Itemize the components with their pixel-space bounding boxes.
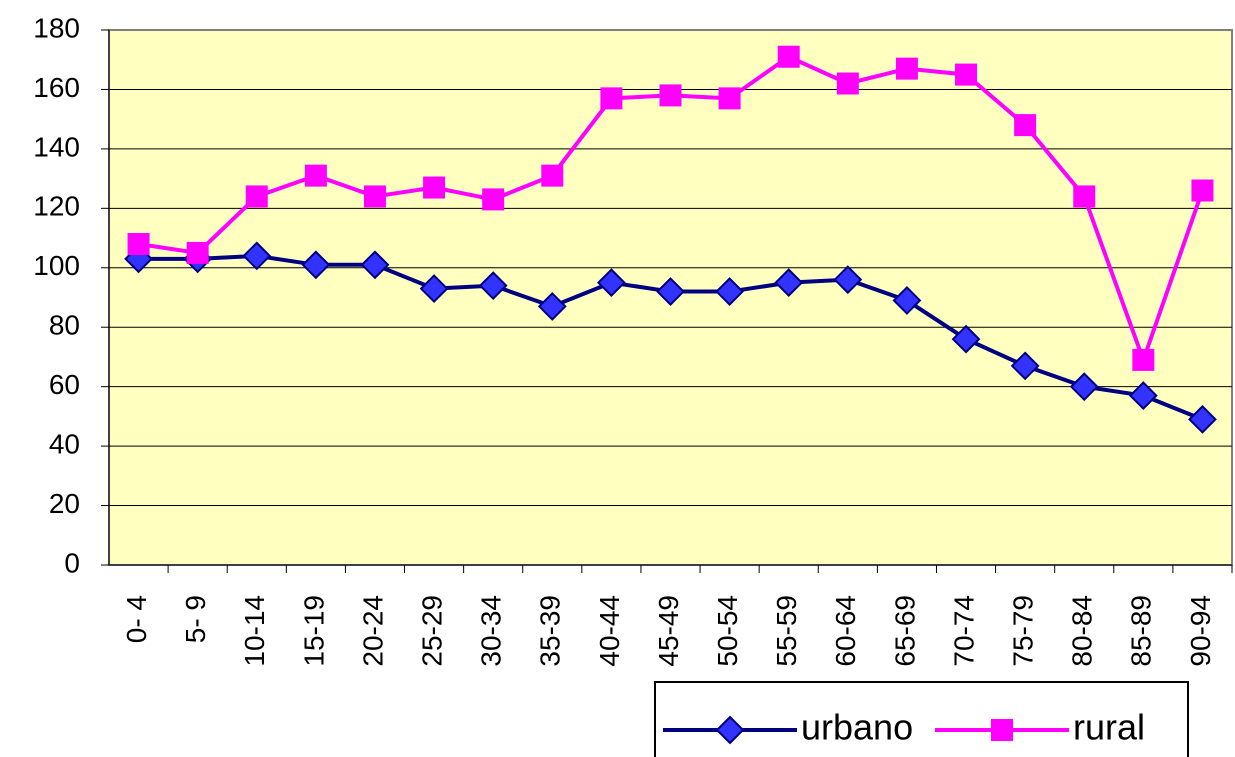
marker [774,268,804,298]
marker [777,45,800,68]
marker [600,87,623,110]
marker [659,84,682,107]
y-tick-label: 40 [49,429,80,460]
marker [541,164,564,187]
y-tick-label: 0 [64,547,80,578]
y-tick-label: 120 [33,191,80,222]
y-tick-label: 60 [49,369,80,400]
marker [715,277,745,306]
x-tick-label: 55-59 [771,595,802,667]
x-tick-label: 60-64 [830,595,861,667]
marker [991,719,1013,741]
marker [656,277,685,306]
x-tick-label: 85-89 [1126,595,1157,667]
x-tick-label: 40-44 [594,595,625,667]
y-tick-label: 20 [49,488,80,519]
marker [478,271,508,301]
marker [242,241,272,271]
marker [127,233,150,255]
marker [1188,404,1217,434]
marker [892,286,922,315]
x-tick-label: 80-84 [1067,595,1098,667]
x-tick-label: 35-39 [535,595,566,667]
marker [363,185,386,208]
x-tick-label: 10-14 [239,595,270,667]
x-tick-label: 90-94 [1185,595,1216,667]
y-tick-label: 160 [33,72,80,103]
marker [482,188,505,211]
marker [895,57,918,80]
x-tick-label: 5- 9 [180,595,211,643]
marker [1132,348,1155,371]
x-tick-label: 25-29 [416,595,447,667]
marker [1014,114,1037,137]
marker [304,164,327,187]
marker [1069,372,1099,402]
marker [186,241,209,264]
x-tick-label: 50-54 [712,595,743,667]
marker [301,250,331,280]
marker [1010,351,1040,381]
marker [419,274,449,303]
x-tick-label: 45-49 [653,595,684,667]
marker [1191,179,1214,202]
marker [537,292,567,321]
marker [833,265,863,295]
y-tick-label: 80 [49,310,80,341]
y-tick-label: 100 [33,250,80,281]
legend-label: urbano [801,707,913,748]
marker [360,250,390,280]
legend [654,681,1189,757]
legend-label: rural [1073,707,1145,748]
x-tick-label: 30-34 [476,595,507,667]
x-tick-label: 20-24 [357,595,388,667]
marker [715,715,745,745]
x-tick-label: 75-79 [1008,595,1039,667]
y-tick-label: 180 [33,12,80,43]
marker [596,268,626,298]
x-tick-label: 0- 4 [121,595,152,643]
marker [423,176,446,199]
marker [836,72,859,95]
marker [1073,185,1096,208]
x-tick-label: 70-74 [948,595,979,667]
y-tick-label: 140 [33,131,80,162]
marker [245,185,268,208]
marker [718,87,741,110]
x-tick-label: 15-19 [298,595,329,667]
marker [951,324,981,354]
marker [955,63,978,86]
x-tick-label: 65-69 [889,595,920,667]
marker [1128,381,1158,410]
